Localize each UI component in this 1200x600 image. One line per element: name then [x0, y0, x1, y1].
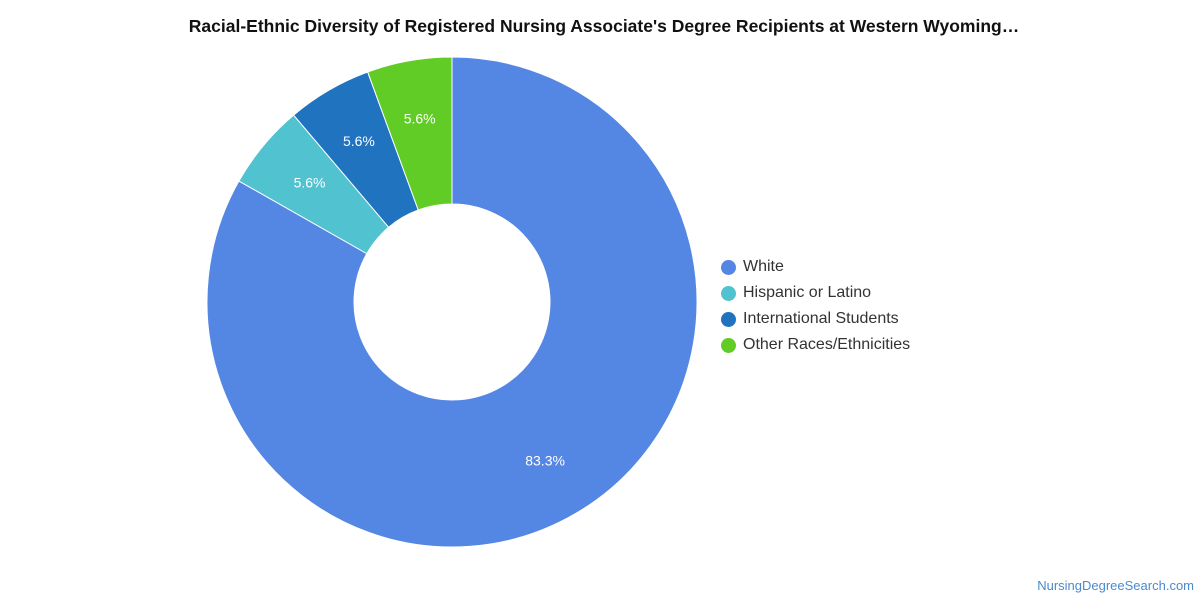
legend: White Hispanic or Latino International S… — [721, 254, 910, 358]
slice-white[interactable] — [206, 56, 698, 548]
slice-labels-group: 83.3% 5.6% 5.6% 5.6% — [294, 111, 565, 469]
legend-label-hispanic-or-latino: Hispanic or Latino — [743, 284, 872, 301]
slice-label-other-races-ethnicities: 5.6% — [404, 111, 436, 127]
legend-label-white: White — [743, 258, 784, 275]
legend-item-international-students[interactable]: International Students — [721, 306, 910, 332]
slices-group — [206, 56, 698, 548]
legend-label-other-races-ethnicities: Other Races/Ethnicities — [743, 336, 911, 353]
slice-other-races-ethnicities[interactable] — [367, 56, 453, 211]
legend-swatch-international-students — [721, 311, 736, 327]
legend-swatch-other-races-ethnicities — [721, 337, 736, 353]
legend-swatch-white — [721, 259, 736, 275]
slice-label-white: 83.3% — [525, 453, 565, 469]
slice-label-international-students: 5.6% — [343, 133, 375, 149]
watermark[interactable]: NursingDegreeSearch.com — [1037, 578, 1194, 593]
legend-swatch-hispanic-or-latino — [721, 285, 736, 301]
legend-label-international-students: International Students — [743, 310, 899, 327]
legend-item-white[interactable]: White — [721, 254, 910, 280]
slice-label-hispanic-or-latino: 5.6% — [294, 175, 326, 191]
chart-title: Racial-Ethnic Diversity of Registered Nu… — [188, 16, 1020, 36]
legend-item-hispanic-or-latino[interactable]: Hispanic or Latino — [721, 280, 910, 306]
legend-item-other-races-ethnicities[interactable]: Other Races/Ethnicities — [721, 332, 910, 358]
